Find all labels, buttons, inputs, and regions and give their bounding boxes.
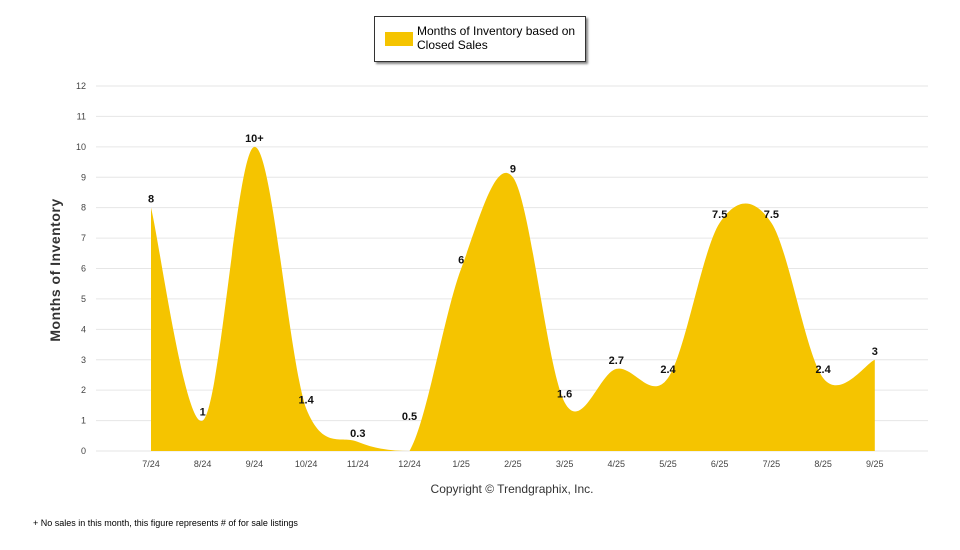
series-area <box>151 146 875 452</box>
x-tick-label: 7/25 <box>763 459 781 469</box>
y-axis-title: Months of Inventory <box>47 198 63 342</box>
x-tick-label: 8/24 <box>194 459 212 469</box>
copyright-text: Copyright © Trendgraphix, Inc. <box>430 482 594 496</box>
y-tick-label: 6 <box>81 264 86 274</box>
y-tick-label: 8 <box>81 203 86 213</box>
data-label: 0.5 <box>402 411 417 423</box>
y-tick-label: 1 <box>81 416 86 426</box>
data-label: 7.5 <box>712 209 727 221</box>
x-tick-label: 12/24 <box>398 459 421 469</box>
y-tick-label: 0 <box>81 446 86 456</box>
y-tick-label: 2 <box>81 385 86 395</box>
data-label: 2.7 <box>609 355 624 367</box>
x-tick-label: 7/24 <box>142 459 160 469</box>
data-label: 1 <box>200 407 206 419</box>
footnote: + No sales in this month, this figure re… <box>33 518 298 528</box>
y-tick-label: 4 <box>81 324 86 334</box>
x-tick-label: 9/25 <box>866 459 884 469</box>
x-tick-label: 11/24 <box>347 459 369 469</box>
y-tick-label: 5 <box>81 294 86 304</box>
data-label: 1.4 <box>298 394 314 406</box>
y-tick-label: 12 <box>76 81 86 91</box>
x-tick-label: 4/25 <box>608 459 626 469</box>
data-label: 6 <box>458 255 464 267</box>
data-label: 10+ <box>245 133 264 145</box>
x-tick-label: 10/24 <box>295 459 318 469</box>
y-tick-label: 3 <box>81 355 86 365</box>
y-tick-label: 10 <box>76 142 86 152</box>
data-label: 2.4 <box>660 364 676 376</box>
legend: Months of Inventory based on Closed Sale… <box>374 16 586 62</box>
data-label: 3 <box>872 346 878 358</box>
y-tick-label: 11 <box>77 111 86 121</box>
legend-label: Months of Inventory based on Closed Sale… <box>417 24 576 52</box>
data-label: 1.6 <box>557 388 572 400</box>
data-label: 9 <box>510 163 516 175</box>
x-tick-label: 5/25 <box>659 459 677 469</box>
data-label: 2.4 <box>815 364 831 376</box>
data-label: 8 <box>148 194 154 206</box>
x-tick-label: 9/24 <box>246 459 264 469</box>
data-label: 7.5 <box>764 209 779 221</box>
x-tick-label: 6/25 <box>711 459 729 469</box>
x-tick-label: 3/25 <box>556 459 574 469</box>
x-tick-label: 2/25 <box>504 459 522 469</box>
x-tick-label: 1/25 <box>452 459 470 469</box>
legend-swatch <box>385 32 413 46</box>
y-tick-label: 9 <box>81 172 86 182</box>
data-label: 0.3 <box>350 428 365 440</box>
y-tick-label: 7 <box>81 233 86 243</box>
x-tick-label: 8/25 <box>814 459 832 469</box>
